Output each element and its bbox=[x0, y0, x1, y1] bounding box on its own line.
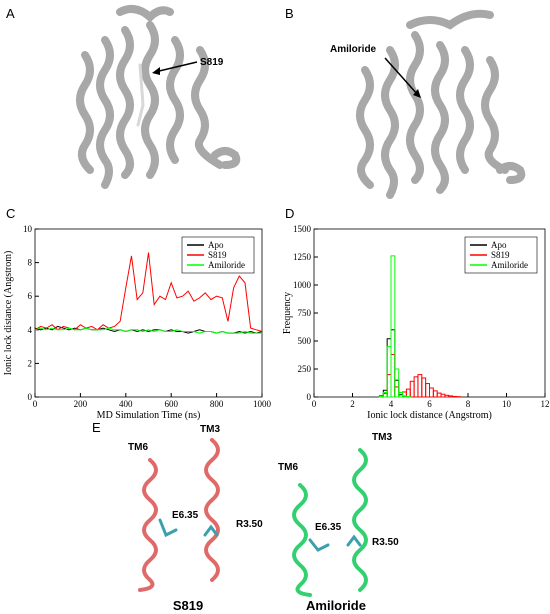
legend-entry: Apo bbox=[491, 240, 507, 250]
x-tick-label: 12 bbox=[541, 399, 550, 409]
x-axis-label: MD Simulation Time (ns) bbox=[97, 410, 201, 421]
x-tick-label: 400 bbox=[119, 399, 133, 409]
helix-label: TM6 bbox=[278, 462, 298, 473]
panel-label: C bbox=[6, 206, 15, 221]
panel-label: A bbox=[6, 6, 15, 21]
histogram-bar bbox=[429, 387, 434, 398]
histogram-bar bbox=[425, 383, 430, 398]
y-tick-label: 1000 bbox=[293, 280, 312, 290]
residue-label: E6.35 bbox=[315, 522, 342, 533]
x-tick-label: 6 bbox=[427, 399, 432, 409]
arrowhead bbox=[152, 67, 160, 75]
structure-title: S819 bbox=[173, 598, 203, 613]
histogram-bar bbox=[409, 380, 415, 398]
histogram-bar bbox=[405, 388, 411, 398]
y-tick-label: 6 bbox=[28, 291, 33, 301]
x-axis-label: Ionic lock distance (Angstrom) bbox=[367, 410, 492, 421]
x-tick-label: 600 bbox=[164, 399, 178, 409]
x-tick-label: 0 bbox=[312, 399, 317, 409]
y-tick-label: 1250 bbox=[293, 252, 312, 262]
protein-structure bbox=[356, 9, 526, 199]
pointer-arrow bbox=[154, 61, 198, 73]
panel-label: E bbox=[92, 420, 101, 435]
x-tick-label: 1000 bbox=[253, 399, 272, 409]
histogram-bar bbox=[378, 395, 384, 398]
y-tick-label: 500 bbox=[298, 336, 312, 346]
plot-frame bbox=[34, 228, 263, 398]
y-tick-label: 1500 bbox=[293, 224, 312, 234]
x-tick-label: 4 bbox=[389, 399, 394, 409]
histogram-bar bbox=[390, 353, 396, 398]
pointer-arrow bbox=[384, 57, 419, 96]
residue-label: E6.35 bbox=[172, 510, 199, 521]
y-tick-label: 750 bbox=[298, 308, 312, 318]
histogram-bar bbox=[386, 374, 392, 398]
x-tick-label: 800 bbox=[210, 399, 224, 409]
panel-label: B bbox=[285, 6, 294, 21]
histogram-bar bbox=[398, 392, 404, 398]
y-tick-label: 250 bbox=[298, 364, 312, 374]
histogram-bar bbox=[394, 379, 400, 398]
y-tick-label: 0 bbox=[28, 392, 33, 402]
histogram-bar bbox=[394, 386, 400, 398]
x-tick-label: 200 bbox=[74, 399, 88, 409]
histogram-bar bbox=[421, 377, 427, 398]
x-tick-label: 10 bbox=[502, 399, 512, 409]
helix-label: TM3 bbox=[372, 432, 392, 443]
data-line bbox=[34, 327, 262, 334]
histogram-bar bbox=[417, 374, 423, 398]
legend-entry: Amiloride bbox=[208, 260, 245, 270]
x-tick-label: 2 bbox=[350, 399, 355, 409]
histogram-bar bbox=[386, 346, 392, 398]
y-axis-label: Ionic lock distance (Angstrom) bbox=[3, 251, 14, 376]
histogram-bar bbox=[413, 376, 419, 398]
panel-label: D bbox=[285, 206, 294, 221]
residue-label: R3.50 bbox=[372, 537, 399, 548]
legend-entry: Amiloride bbox=[491, 260, 528, 270]
histogram-bar bbox=[386, 338, 392, 398]
protein-structure bbox=[76, 4, 241, 189]
legend-entry: Apo bbox=[208, 240, 224, 250]
residue-label: S819 bbox=[200, 57, 224, 68]
legend-entry: S819 bbox=[491, 250, 510, 260]
histogram-bar bbox=[448, 395, 454, 398]
histogram-bar bbox=[390, 255, 396, 398]
y-tick-label: 0 bbox=[307, 392, 312, 402]
residue-label: R3.50 bbox=[236, 519, 263, 530]
y-tick-label: 8 bbox=[28, 258, 33, 268]
histogram-bar bbox=[394, 368, 400, 398]
histogram-bar bbox=[405, 395, 411, 398]
y-tick-label: 4 bbox=[28, 325, 33, 335]
helix-ribbons bbox=[138, 438, 368, 597]
histogram-bar bbox=[432, 390, 438, 398]
x-tick-label: 8 bbox=[466, 399, 471, 409]
histogram-bar bbox=[444, 394, 450, 398]
histogram-bar bbox=[452, 395, 457, 398]
y-tick-label: 10 bbox=[23, 224, 33, 234]
helix-label: TM3 bbox=[200, 424, 220, 435]
x-tick-label: 0 bbox=[33, 399, 38, 409]
arrowhead bbox=[413, 89, 421, 98]
histogram-bar bbox=[440, 393, 446, 398]
histogram-bar bbox=[436, 392, 442, 398]
legend-entry: S819 bbox=[208, 250, 227, 260]
ligand-label: Amiloride bbox=[330, 44, 377, 55]
y-axis-label: Frequency bbox=[282, 292, 293, 334]
structure-title: Amiloride bbox=[306, 598, 366, 613]
histogram-bar bbox=[390, 329, 396, 398]
histogram-bar bbox=[382, 393, 388, 398]
y-tick-label: 2 bbox=[28, 358, 33, 368]
helix-label: TM6 bbox=[128, 442, 148, 453]
